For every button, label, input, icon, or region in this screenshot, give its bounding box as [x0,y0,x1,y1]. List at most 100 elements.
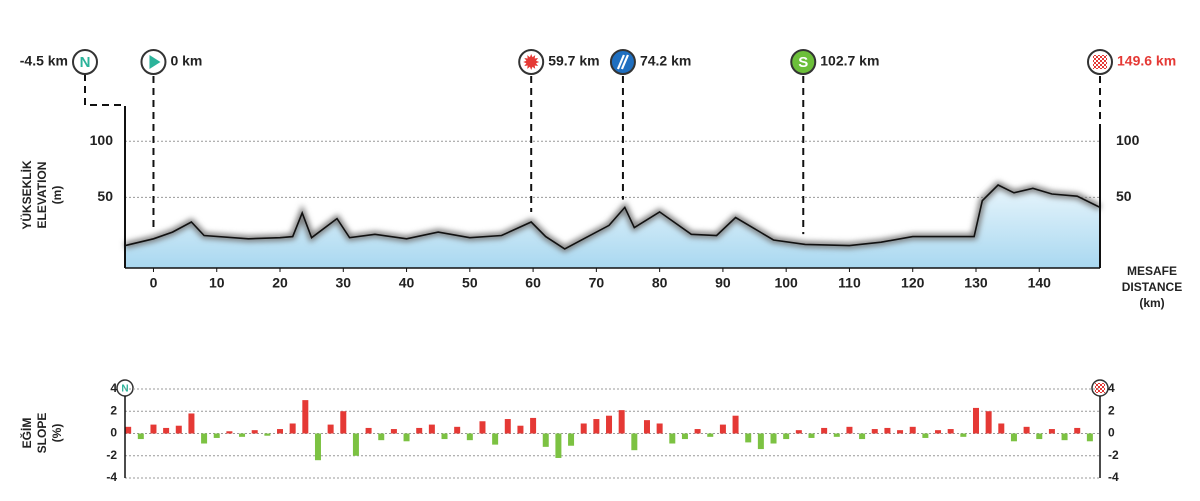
slope-bar [378,433,385,441]
slope-bar [277,429,284,434]
slope-bar [289,423,296,434]
marker-icon [72,49,98,75]
slope-bar [821,427,828,434]
slope-bar [745,433,752,443]
slope-bar [643,420,650,434]
x-tick-label: 120 [901,275,925,291]
slope-bar [808,433,815,438]
x-tick-label: 110 [838,275,861,291]
slope-bar [707,433,714,437]
axis-label-left: (m) [50,186,64,205]
slope-bar [1010,433,1017,442]
slope-bar [403,433,410,442]
x-tick-label: 80 [652,275,668,291]
slope-bar [795,430,802,434]
slope-bar [580,423,587,434]
x-tick-label: 30 [335,275,351,291]
slope-bar [466,433,473,441]
slope-bar [922,433,929,438]
slope-bar [1061,433,1068,441]
slope-bar [327,424,334,434]
slope-bar [479,421,486,434]
marker: 0 km [140,49,202,229]
slope-bar [909,426,916,434]
y-tick-label-right: -2 [1108,448,1119,462]
axis-label-right: (km) [1139,296,1164,310]
slope-bar [302,400,309,434]
slope-bar [213,433,220,438]
slope-bar [846,426,853,434]
slope-bar [416,427,423,434]
marker-label: -4.5 km [20,53,68,69]
slope-icon-start: N [116,379,134,397]
marker-label: 74.2 km [640,53,691,69]
slope-bar [251,430,258,434]
x-tick-label: 90 [715,275,731,291]
x-tick-label: 50 [462,275,478,291]
y-tick-label-right: 2 [1108,403,1115,417]
marker-line [84,74,126,268]
marker-icon-burst [523,54,540,70]
axis-label-left: YÜKSEKLİK [19,160,34,230]
slope-bar [125,426,132,434]
x-tick-label: 10 [209,275,225,291]
x-tick-label: 130 [964,275,988,291]
slope-bar [618,410,625,434]
slope-bar [719,424,726,434]
slope-bar [694,429,701,434]
slope-bar [555,433,562,458]
slope-bar [871,429,878,434]
y-tick-label: 0 [110,426,117,440]
slope-bar [568,433,575,446]
slope-bar [454,426,461,434]
slope-bar [859,433,866,440]
axis-label-left: (%) [50,424,64,443]
marker-icon-stripes [616,54,629,70]
y-tick-label-right: 100 [1116,132,1140,148]
slope-bar [428,424,435,434]
axis-label-left: EĞİM [19,418,34,449]
slope-bar [517,425,524,434]
y-tick-label: -4 [106,470,117,484]
x-tick-label: 20 [272,275,288,291]
y-tick-label: 100 [90,132,114,148]
marker-label: 149.6 km [1117,53,1176,69]
elevation-line [124,184,1101,250]
marker: 149.6 km [1087,49,1176,130]
slope-bar [314,433,321,461]
slope-bar [783,433,790,440]
marker-label: 0 km [170,53,202,69]
axis-label-right: DISTANCE [1122,280,1182,294]
slope-bar [163,427,170,434]
slope-bar [492,433,499,445]
marker-label: 102.7 km [820,53,879,69]
slope-bar [1023,426,1030,434]
marker-label: 59.7 km [548,53,599,69]
y-tick-label: 2 [110,403,117,417]
slope-bar [884,427,891,434]
slope-bar [504,419,511,434]
slope-bar [985,411,992,434]
axis-label-left: SLOPE [35,413,49,454]
slope-bar [656,423,663,434]
slope-bar [681,433,688,440]
slope-bar [1036,433,1043,440]
slope-bar [441,433,448,440]
slope-bar [593,419,600,434]
slope-bar [175,425,182,434]
marker: S 102.7 km [790,49,879,235]
marker-icon-play [149,55,161,69]
y-tick-label: 50 [97,188,113,204]
slope-bar [365,427,372,434]
marker: N -4.5 km [20,49,126,268]
slope-bar [352,433,359,456]
marker-icon-checker [1093,55,1107,69]
slope-bar [542,433,549,447]
y-tick-label: 4 [110,381,117,395]
slope-bar [1048,429,1055,434]
marker-icon-text: S [798,54,808,71]
slope-bar [606,415,613,434]
y-tick-label-right: -4 [1108,470,1119,484]
y-tick-label-right: 0 [1108,426,1115,440]
